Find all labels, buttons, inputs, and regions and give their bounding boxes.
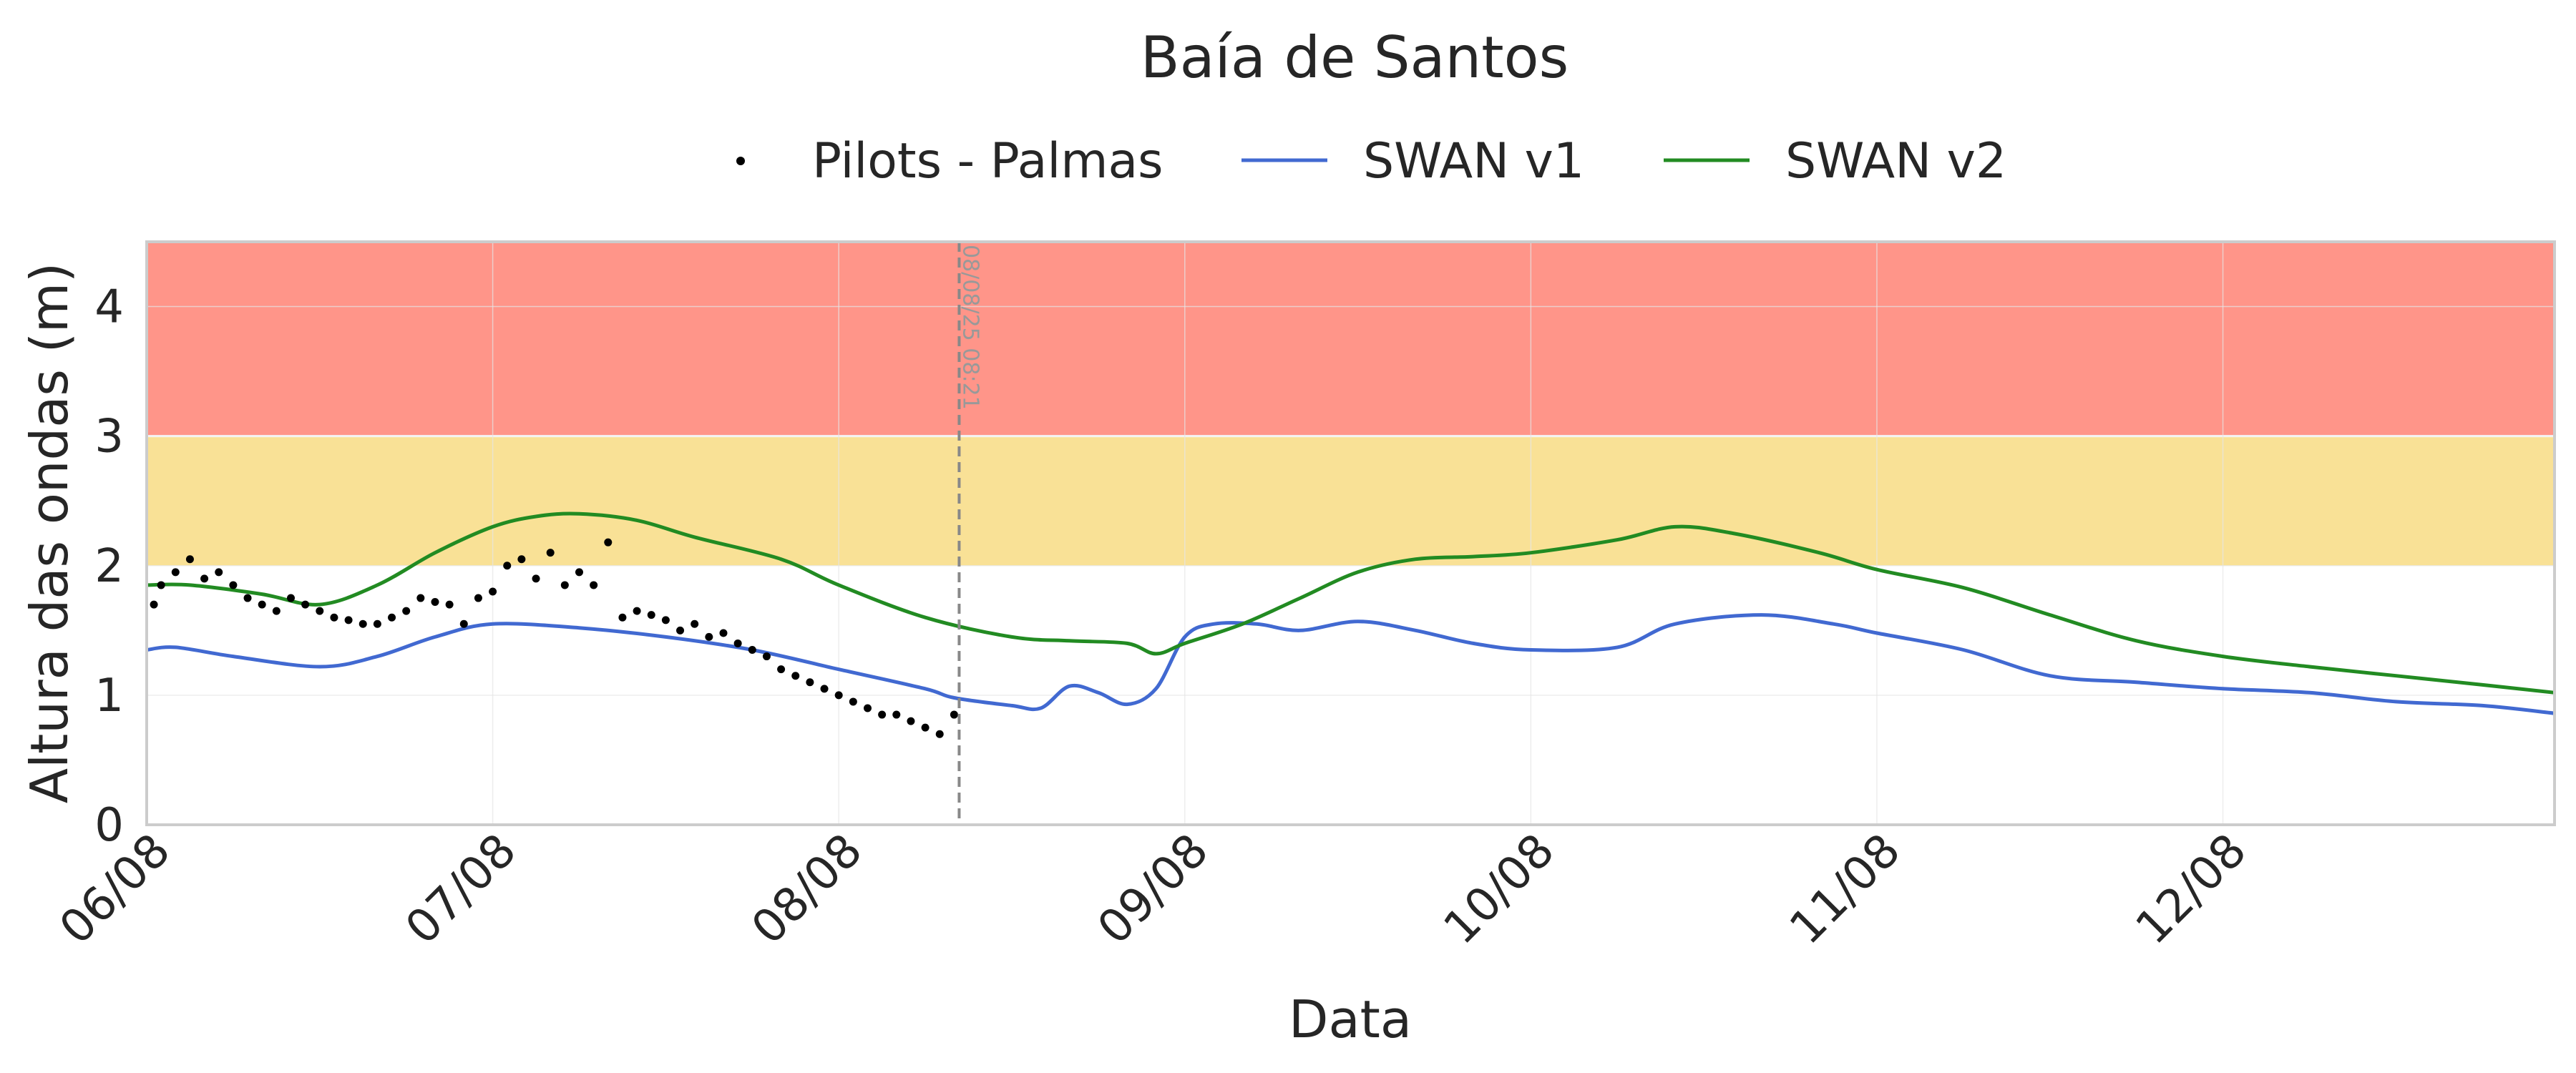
- data-point-pilots-palmas: [777, 665, 786, 674]
- legend: Pilots - Palmas SWAN v1 SWAN v2: [736, 133, 2006, 190]
- data-point-pilots-palmas: [676, 626, 685, 635]
- data-point-pilots-palmas: [200, 574, 209, 583]
- y-axis-ticks: 0 1 2 3 4: [94, 281, 124, 852]
- data-point-pilots-palmas: [748, 646, 756, 654]
- gridlines: [146, 242, 2555, 825]
- data-point-pilots-palmas: [834, 691, 843, 700]
- data-point-pilots-palmas: [185, 555, 194, 564]
- data-point-pilots-palmas: [503, 562, 512, 570]
- legend-label-swan-v1: SWAN v1: [1363, 133, 1584, 190]
- data-point-pilots-palmas: [459, 619, 468, 628]
- data-point-pilots-palmas: [590, 581, 598, 589]
- data-point-pilots-palmas: [358, 619, 367, 628]
- y-tick-label: 2: [94, 540, 124, 593]
- data-point-pilots-palmas: [604, 538, 613, 547]
- data-point-pilots-palmas: [907, 717, 915, 725]
- data-point-pilots-palmas: [215, 568, 223, 577]
- y-axis-label: Altura das ondas (m): [19, 263, 79, 803]
- data-point-pilots-palmas: [316, 607, 324, 615]
- x-axis-ticks: 06/08 07/08 08/08 09/08 10/08 11/08 12/08: [50, 824, 2257, 955]
- threshold-bands: [147, 242, 2555, 566]
- data-point-pilots-palmas: [618, 613, 627, 622]
- data-point-pilots-palmas: [762, 652, 771, 661]
- plot-frame: [145, 240, 2556, 826]
- data-point-pilots-palmas: [878, 710, 887, 719]
- data-point-pilots-palmas: [532, 574, 540, 583]
- y-tick-label: 1: [94, 670, 124, 722]
- data-point-pilots-palmas: [935, 730, 944, 738]
- data-point-pilots-palmas: [157, 581, 165, 589]
- y-tick-label: 0: [94, 799, 124, 852]
- now-marker-label: 08/08/25 08:21: [957, 245, 982, 410]
- legend-label-swan-v2: SWAN v2: [1785, 133, 2006, 190]
- data-point-pilots-palmas: [661, 616, 670, 624]
- data-point-pilots-palmas: [575, 568, 583, 577]
- data-point-pilots-palmas: [950, 710, 958, 719]
- x-axis-label: Data: [1289, 989, 1412, 1049]
- x-tick-label: 09/08: [1088, 824, 1219, 955]
- data-point-pilots-palmas: [330, 613, 338, 622]
- y-tick-label: 3: [94, 411, 124, 464]
- data-point-pilots-palmas: [258, 600, 266, 609]
- threshold-band-0: [147, 436, 2555, 566]
- x-tick-label: 11/08: [1780, 824, 1911, 955]
- data-point-pilots-palmas: [272, 607, 280, 615]
- data-point-pilots-palmas: [791, 672, 800, 680]
- data-point-pilots-palmas: [892, 710, 901, 719]
- data-point-pilots-palmas: [647, 611, 655, 619]
- series-lines: [146, 511, 2555, 715]
- data-point-pilots-palmas: [388, 613, 396, 622]
- data-point-pilots-palmas: [691, 619, 699, 628]
- scatter-points: [150, 538, 958, 738]
- x-tick-label: 10/08: [1434, 824, 1565, 955]
- chart-title: Baía de Santos: [1141, 24, 1569, 91]
- data-point-pilots-palmas: [150, 600, 158, 609]
- data-point-pilots-palmas: [489, 587, 497, 596]
- data-point-pilots-palmas: [171, 568, 180, 577]
- data-point-pilots-palmas: [849, 697, 857, 706]
- data-point-pilots-palmas: [416, 594, 425, 602]
- data-point-pilots-palmas: [445, 600, 454, 609]
- x-tick-label: 07/08: [396, 824, 527, 955]
- legend-marker-pilots: [736, 157, 745, 165]
- data-point-pilots-palmas: [474, 594, 482, 602]
- data-point-pilots-palmas: [546, 549, 555, 557]
- x-tick-label: 12/08: [2126, 824, 2257, 955]
- threshold-band-1: [147, 242, 2555, 436]
- y-tick-label: 4: [94, 281, 124, 334]
- data-point-pilots-palmas: [633, 607, 641, 615]
- data-point-pilots-palmas: [344, 616, 353, 624]
- series-line-swan-v1: [146, 613, 2555, 715]
- data-point-pilots-palmas: [229, 581, 238, 589]
- data-point-pilots-palmas: [705, 632, 713, 641]
- data-point-pilots-palmas: [820, 685, 829, 693]
- data-point-pilots-palmas: [286, 594, 295, 602]
- now-marker: 08/08/25 08:21: [957, 242, 982, 825]
- data-point-pilots-palmas: [243, 594, 252, 602]
- x-tick-label: 08/08: [742, 824, 873, 955]
- data-point-pilots-palmas: [431, 597, 439, 606]
- data-point-pilots-palmas: [733, 639, 742, 647]
- data-point-pilots-palmas: [517, 555, 526, 564]
- data-point-pilots-palmas: [863, 704, 872, 712]
- data-point-pilots-palmas: [301, 600, 310, 609]
- data-point-pilots-palmas: [806, 678, 814, 687]
- data-point-pilots-palmas: [921, 723, 930, 732]
- data-point-pilots-palmas: [560, 581, 569, 589]
- data-point-pilots-palmas: [373, 619, 381, 628]
- data-point-pilots-palmas: [719, 629, 728, 637]
- data-point-pilots-palmas: [402, 607, 411, 615]
- series-line-swan-v2: [146, 511, 2555, 695]
- legend-label-pilots: Pilots - Palmas: [812, 133, 1163, 190]
